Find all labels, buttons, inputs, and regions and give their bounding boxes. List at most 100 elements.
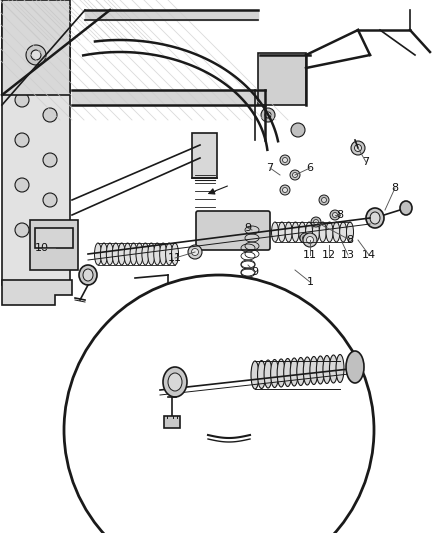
Text: 14: 14: [362, 250, 376, 260]
Ellipse shape: [329, 355, 337, 383]
Ellipse shape: [278, 222, 285, 242]
Circle shape: [261, 108, 275, 122]
FancyBboxPatch shape: [35, 228, 73, 248]
Text: 7: 7: [266, 163, 274, 173]
Circle shape: [291, 123, 305, 137]
FancyBboxPatch shape: [2, 5, 70, 285]
FancyBboxPatch shape: [258, 53, 306, 105]
Circle shape: [191, 248, 198, 255]
Circle shape: [43, 193, 57, 207]
Ellipse shape: [340, 222, 347, 242]
Ellipse shape: [284, 359, 292, 386]
Ellipse shape: [130, 243, 137, 265]
Ellipse shape: [277, 359, 285, 387]
Text: 8: 8: [346, 235, 353, 245]
Circle shape: [280, 185, 290, 195]
Ellipse shape: [366, 208, 384, 228]
Circle shape: [15, 93, 29, 107]
FancyBboxPatch shape: [2, 0, 70, 95]
Text: 5: 5: [237, 435, 244, 445]
Circle shape: [351, 141, 365, 155]
Circle shape: [290, 170, 300, 180]
Text: 13: 13: [341, 250, 355, 260]
Ellipse shape: [106, 243, 113, 265]
Circle shape: [15, 223, 29, 237]
Ellipse shape: [285, 222, 292, 242]
Ellipse shape: [142, 243, 149, 265]
Circle shape: [26, 45, 46, 65]
Text: 11: 11: [303, 250, 317, 260]
Ellipse shape: [297, 358, 305, 385]
Ellipse shape: [251, 361, 259, 389]
Ellipse shape: [271, 359, 279, 387]
Ellipse shape: [290, 358, 298, 386]
Ellipse shape: [292, 222, 299, 242]
Circle shape: [280, 155, 290, 165]
Ellipse shape: [136, 243, 143, 265]
Ellipse shape: [333, 222, 340, 242]
Ellipse shape: [160, 243, 166, 265]
Ellipse shape: [306, 222, 313, 242]
Circle shape: [64, 275, 374, 533]
Ellipse shape: [79, 265, 97, 285]
Circle shape: [31, 50, 41, 60]
Ellipse shape: [370, 212, 380, 224]
Polygon shape: [2, 280, 72, 305]
FancyBboxPatch shape: [164, 416, 180, 428]
Ellipse shape: [326, 222, 333, 242]
Text: 4: 4: [117, 430, 124, 440]
Circle shape: [303, 233, 317, 247]
FancyBboxPatch shape: [192, 133, 217, 178]
Text: 12: 12: [322, 250, 336, 260]
Ellipse shape: [303, 357, 311, 385]
Text: 9: 9: [244, 223, 251, 233]
Ellipse shape: [154, 243, 161, 265]
Text: 11: 11: [168, 253, 182, 263]
Circle shape: [265, 112, 271, 118]
Ellipse shape: [163, 367, 187, 397]
Circle shape: [321, 198, 326, 203]
Ellipse shape: [95, 243, 102, 265]
Text: 9: 9: [251, 267, 258, 277]
Ellipse shape: [264, 360, 272, 388]
Circle shape: [300, 233, 310, 243]
Text: 10: 10: [35, 243, 49, 253]
Ellipse shape: [400, 201, 412, 215]
Circle shape: [43, 153, 57, 167]
Ellipse shape: [258, 360, 265, 389]
Circle shape: [43, 108, 57, 122]
Ellipse shape: [336, 354, 344, 383]
Ellipse shape: [272, 222, 279, 242]
Ellipse shape: [100, 243, 107, 265]
Ellipse shape: [168, 373, 182, 391]
Circle shape: [303, 236, 307, 240]
Text: 8: 8: [336, 210, 343, 220]
Ellipse shape: [319, 222, 326, 242]
Circle shape: [332, 213, 338, 217]
Circle shape: [15, 178, 29, 192]
FancyBboxPatch shape: [196, 211, 270, 250]
Ellipse shape: [124, 243, 131, 265]
Ellipse shape: [172, 243, 179, 265]
Circle shape: [15, 133, 29, 147]
Ellipse shape: [299, 222, 306, 242]
Circle shape: [283, 188, 287, 192]
Text: 3: 3: [212, 365, 219, 375]
Ellipse shape: [310, 357, 318, 384]
Text: 7: 7: [362, 157, 370, 167]
FancyBboxPatch shape: [30, 220, 78, 270]
Ellipse shape: [346, 222, 353, 242]
Circle shape: [307, 237, 314, 244]
Ellipse shape: [312, 222, 319, 242]
Ellipse shape: [166, 243, 173, 265]
Circle shape: [293, 173, 297, 177]
Ellipse shape: [316, 356, 325, 384]
Ellipse shape: [323, 356, 331, 384]
Text: 8: 8: [392, 183, 399, 193]
Ellipse shape: [346, 351, 364, 383]
Circle shape: [314, 220, 318, 224]
Ellipse shape: [83, 269, 93, 281]
Ellipse shape: [118, 243, 125, 265]
Ellipse shape: [112, 243, 119, 265]
Text: 1: 1: [307, 277, 314, 287]
